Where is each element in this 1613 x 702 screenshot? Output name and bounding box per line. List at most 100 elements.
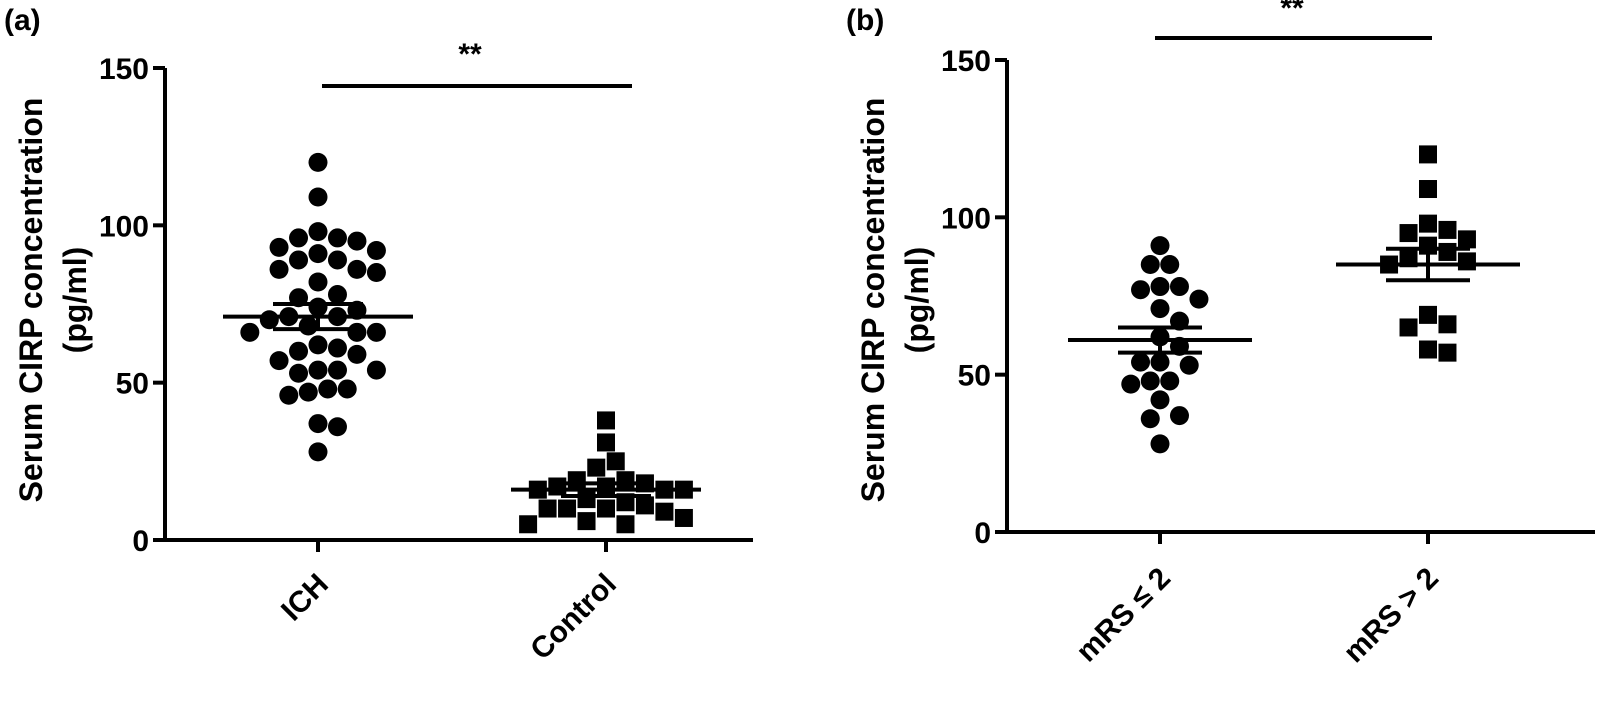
panel-a-data-point-circle — [289, 250, 309, 270]
panel-a-data-point-square — [616, 471, 635, 490]
panel-a-data-point-square — [577, 490, 596, 509]
panel-b-label: (b) — [846, 4, 884, 37]
panel-b-data-point-circle — [1160, 371, 1180, 391]
panel-b-significance: ** — [1280, 0, 1304, 25]
panel-a-ytick-label: 150 — [99, 53, 149, 86]
panel-a-data-point-circle — [347, 322, 367, 342]
panel-a-data-point-circle — [289, 363, 309, 383]
panel-b-data-point-circle — [1150, 277, 1170, 297]
panel-a-data-point-circle — [259, 310, 279, 330]
panel-b-data-point-square — [1399, 224, 1418, 243]
panel-a-data-point-circle — [366, 360, 386, 380]
panel-b-data-point-circle — [1150, 434, 1170, 454]
panel-a-data-point-circle — [308, 442, 328, 462]
panel-b-data-point-square — [1438, 242, 1457, 261]
panel-a-data-point-circle — [347, 259, 367, 279]
panel-a-data-point-square — [635, 496, 654, 515]
panel-a-data-point-circle — [308, 272, 328, 292]
panel-a-data-point-square — [606, 452, 625, 471]
panel-b-data-point-circle — [1169, 277, 1189, 297]
panel-a-data-point-circle — [318, 379, 338, 399]
panel-b-data-point-circle — [1121, 374, 1141, 394]
panel-b-data-point-square — [1419, 214, 1437, 233]
panel-a-data-point-square — [674, 508, 693, 527]
panel-b-data-point-circle — [1140, 255, 1160, 275]
panel-b: (b) Serum CIRP concentration (pg/ml) 0 50… — [846, 0, 1595, 669]
panel-a: (a) Serum CIRP concentration (pg/ml) 0 50… — [4, 4, 753, 666]
panel-a-data-point-square — [616, 515, 635, 534]
panel-b-data-point-circle — [1189, 289, 1209, 309]
panel-a-data-point-circle — [308, 152, 328, 172]
panel-a-data-point-circle — [327, 228, 347, 248]
panel-a-plot-area: 0 50 100 150 ICH Control — [99, 53, 753, 666]
panel-a-data-point-square — [577, 512, 596, 531]
panel-a-data-point-square — [597, 411, 615, 430]
panel-a-data-point-circle — [308, 222, 328, 242]
panel-b-ytick-label: 0 — [974, 517, 991, 550]
panel-a-category-label: ICH — [275, 568, 335, 628]
panel-b-data-point-circle — [1150, 236, 1170, 256]
panel-b-data-point-square — [1438, 343, 1457, 362]
panel-b-data-point-square — [1419, 180, 1437, 199]
panel-b-ylabel-line1: Serum CIRP concentration — [855, 98, 891, 503]
panel-a-data-point-circle — [298, 382, 318, 402]
panel-b-data-point-square — [1457, 230, 1476, 249]
panel-a-significance: ** — [458, 38, 482, 71]
panel-b-ytick-label: 100 — [941, 202, 991, 235]
panel-b-data-point-circle — [1160, 255, 1180, 275]
panel-b-data-point-square — [1419, 145, 1437, 164]
panel-b-data-point-circle — [1179, 355, 1199, 375]
panel-a-data-point-circle — [289, 341, 309, 361]
panel-a-ylabel-line2: (pg/ml) — [57, 247, 93, 354]
panel-a-data-point-circle — [366, 263, 386, 283]
panel-b-data-point-circle — [1150, 299, 1170, 319]
panel-a-data-point-circle — [240, 322, 260, 342]
panel-b-data-point-square — [1457, 252, 1476, 271]
panel-b-data-point-circle — [1150, 352, 1170, 372]
panel-a-data-point-circle — [337, 379, 357, 399]
panel-a-label: (a) — [4, 4, 41, 37]
panel-a-ytick-label: 50 — [116, 368, 149, 401]
panel-a-data-point-circle — [347, 344, 367, 364]
panel-a-data-point-circle — [269, 237, 289, 257]
panel-b-data-point-circle — [1140, 409, 1160, 429]
panel-b-data-point-circle — [1140, 371, 1160, 391]
panel-a-data-point-square — [538, 499, 557, 518]
panel-a-data-point-circle — [327, 285, 347, 305]
panel-a-data-point-circle — [327, 250, 347, 270]
panel-b-data-point-square — [1419, 340, 1437, 359]
panel-a-data-point-circle — [327, 360, 347, 380]
panel-b-ylabel-line2: (pg/ml) — [899, 247, 935, 354]
panel-a-data-point-square — [597, 433, 615, 452]
panel-b-data-point-circle — [1169, 406, 1189, 426]
panel-a-data-point-circle — [298, 316, 318, 336]
panel-a-data-point-square — [587, 458, 606, 477]
panel-a-data-point-circle — [308, 335, 328, 355]
panel-a-data-point-square — [558, 499, 577, 518]
panel-a-data-point-circle — [366, 322, 386, 342]
panel-b-data-point-square — [1399, 318, 1418, 337]
panel-a-data-point-circle — [308, 244, 328, 264]
panel-b-data-point-square — [1438, 220, 1457, 239]
panel-b-data-point-square — [1419, 305, 1437, 324]
panel-a-data-point-circle — [327, 417, 347, 437]
panel-a-data-point-square — [548, 477, 567, 496]
panel-a-ytick-label: 100 — [99, 210, 149, 243]
panel-a-data-point-circle — [308, 360, 328, 380]
panel-a-ytick-label: 0 — [132, 525, 149, 558]
panel-a-data-point-square — [567, 471, 586, 490]
panel-b-ytick-label: 50 — [958, 360, 991, 393]
panel-b-data-point-circle — [1131, 352, 1151, 372]
panel-a-data-point-circle — [308, 414, 328, 434]
panel-a-data-point-circle — [269, 259, 289, 279]
panel-a-data-point-circle — [269, 351, 289, 371]
panel-b-data-point-square — [1438, 315, 1457, 334]
panel-a-data-point-square — [519, 515, 538, 534]
panel-a-data-point-circle — [308, 187, 328, 207]
panel-a-data-point-square — [597, 499, 615, 518]
panel-a-data-point-circle — [347, 231, 367, 251]
panel-a-data-point-circle — [279, 385, 299, 405]
panel-b-ytick-label: 150 — [941, 45, 991, 78]
panel-b-category-label: mRS ≤ 2 — [1070, 562, 1177, 669]
